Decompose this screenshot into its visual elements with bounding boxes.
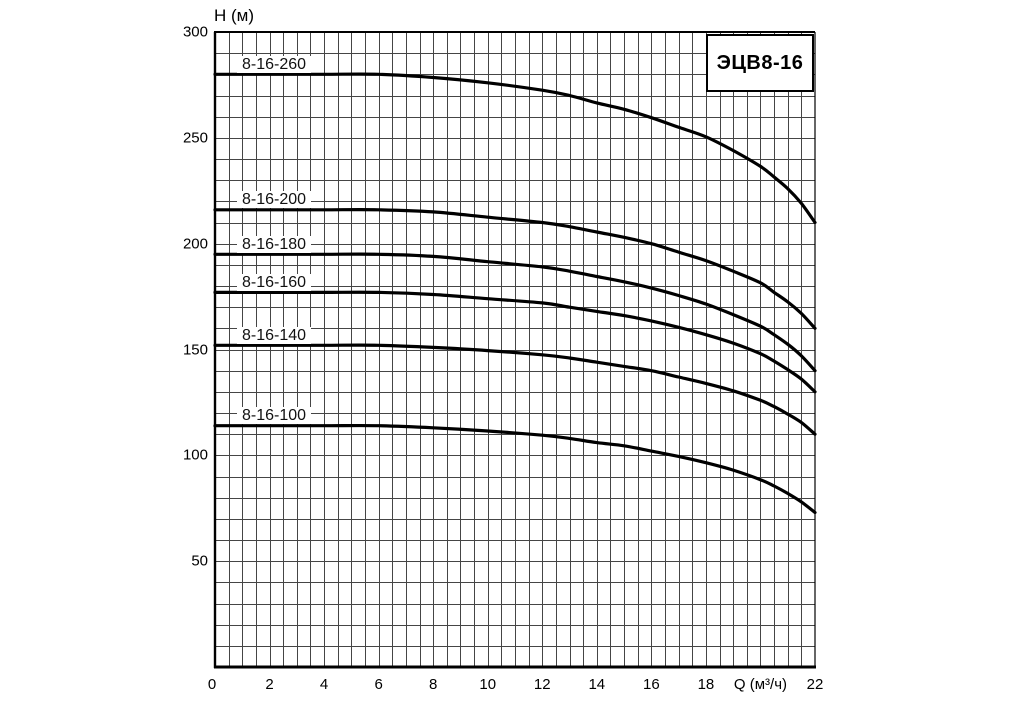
curve-8-16-140 [213,343,817,436]
y-tick-250: 250 [182,129,208,147]
curve-label-8-16-140: 8-16-140 [237,326,312,344]
curve-8-16-200 [213,208,817,330]
y-tick-300: 300 [182,23,208,41]
x-tick-10: 10 [479,676,497,693]
x-axis-title: Q (м³/ч) [733,676,788,693]
y-tick-150: 150 [182,341,208,358]
grid-path [215,32,815,667]
pump-curves [213,72,817,515]
x-tick-12: 12 [533,676,551,693]
pump-model-badge: ЭЦВ8-16 [706,34,814,92]
curve-label-8-16-100: 8-16-100 [237,407,312,425]
curve-label-8-16-200: 8-16-200 [237,191,312,209]
curve-8-16-160 [213,290,817,394]
x-tick-8: 8 [429,676,438,693]
y-tick-50: 50 [191,552,208,570]
curve-8-16-180 [213,252,817,373]
x-tick-4: 4 [319,676,329,693]
curve-8-16-260 [213,72,817,225]
y-tick-100: 100 [182,446,208,464]
curve-8-16-100 [213,423,817,515]
x-tick-18: 18 [697,676,715,693]
curve-label-8-16-260: 8-16-260 [237,55,312,73]
curve-label-8-16-180: 8-16-180 [237,235,312,253]
x-tick-2: 2 [265,676,274,693]
y-axis-title: H (м) [214,6,255,25]
grid-lines [215,32,815,667]
x-tick-14: 14 [588,676,606,693]
curve-label-8-16-160: 8-16-160 [237,273,312,291]
y-tick-200: 200 [182,235,208,253]
x-tick-0: 0 [207,676,217,693]
pump-model-label: ЭЦВ8-16 [716,51,804,74]
x-tick-22: 22 [806,676,824,693]
x-tick-6: 6 [374,676,383,693]
plot-border [213,31,816,669]
x-tick-16: 16 [643,676,660,693]
